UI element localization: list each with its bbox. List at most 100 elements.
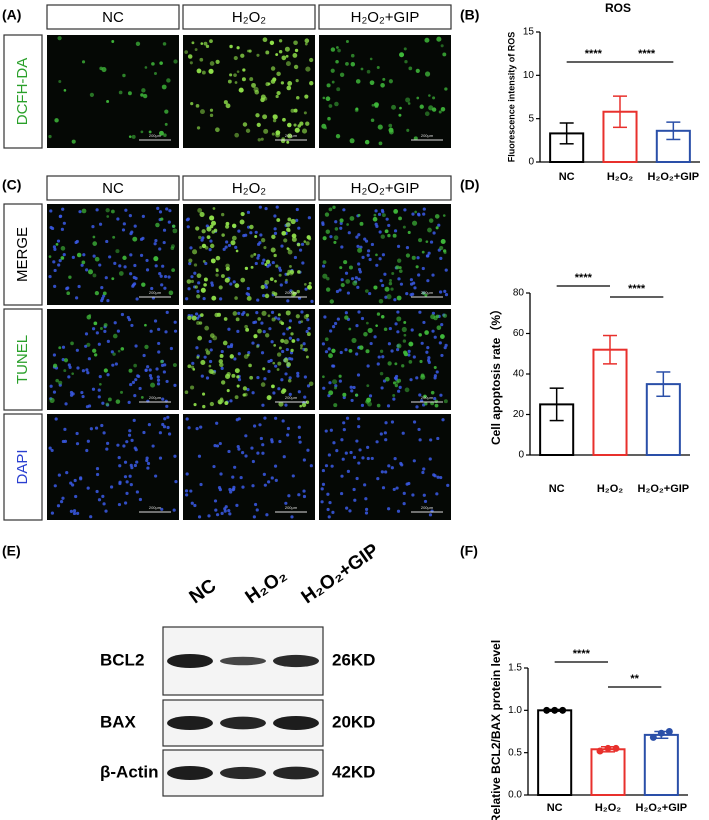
cell [210,258,216,264]
cell [290,108,295,113]
cell [209,39,213,44]
nucleus [327,347,331,351]
nucleus [254,230,258,234]
nucleus [205,224,209,228]
nucleus [418,393,422,397]
nucleus [398,385,402,389]
nucleus [410,328,414,332]
cell [229,354,234,359]
band [167,654,213,668]
nucleus [288,392,292,396]
nucleus [258,423,262,427]
nucleus [280,378,284,382]
nucleus [332,441,336,445]
cell [440,107,446,112]
nucleus [173,329,178,333]
cell [329,299,334,304]
nucleus [324,429,328,433]
nucleus [270,310,275,314]
nucleus [327,515,331,519]
nucleus [270,476,274,480]
cell [92,235,96,239]
nucleus [157,327,161,331]
cell [200,359,206,365]
nucleus [438,341,442,345]
nucleus [426,346,430,350]
cell [128,368,133,373]
cell [63,358,69,363]
nucleus [384,421,388,425]
cell [48,134,52,139]
nucleus [386,404,391,408]
nucleus [352,455,357,459]
nucleus [156,206,160,210]
nucleus [288,319,292,323]
cell [388,123,393,128]
row-box [3,413,43,521]
nucleus [129,272,133,276]
nucleus [132,418,136,422]
cell [278,49,283,54]
cell [408,341,414,347]
nucleus [101,401,105,405]
cell [357,213,361,217]
nucleus [199,425,203,429]
nucleus [439,290,443,294]
cell [334,227,339,231]
nucleus [195,316,200,320]
cell [292,53,298,58]
nucleus [390,349,394,353]
nucleus [86,486,90,490]
cell [231,373,236,378]
nucleus [269,358,273,363]
nucleus [201,236,205,240]
nucleus [288,336,292,340]
cell [403,333,407,337]
nucleus [399,282,404,286]
nucleus [383,431,387,435]
nucleus [349,450,353,455]
nucleus [229,399,233,403]
cell [191,41,195,45]
nucleus [105,447,109,451]
cell [201,70,206,75]
nucleus [75,296,79,300]
nucleus [167,432,172,436]
cell [376,403,381,408]
cell [236,384,240,388]
cell [405,97,411,103]
cell [389,279,392,282]
nucleus [377,355,381,359]
nucleus [237,447,241,451]
cell [172,363,177,368]
cell [276,71,281,77]
cell [364,289,369,293]
cell [140,396,144,399]
nucleus [257,253,261,258]
y-tick-label: 80 [513,288,525,299]
nucleus [103,329,107,334]
cell [225,224,230,229]
nucleus [154,264,158,268]
nucleus [435,492,439,496]
cell [200,287,206,293]
nucleus [146,466,150,470]
nucleus [168,209,172,213]
cell [397,258,402,263]
nucleus [227,243,232,248]
nucleus [429,240,434,244]
nucleus [369,341,373,346]
cell [278,273,282,277]
cell [257,317,262,321]
y-tick-label: 40 [513,369,525,380]
cell [281,230,287,236]
nucleus [136,374,140,378]
cell [215,255,221,261]
cell [273,344,277,347]
nucleus [423,499,428,504]
nucleus [242,311,246,315]
nucleus [366,364,370,368]
nucleus [357,310,361,314]
cell [352,280,358,286]
nucleus [320,487,324,491]
